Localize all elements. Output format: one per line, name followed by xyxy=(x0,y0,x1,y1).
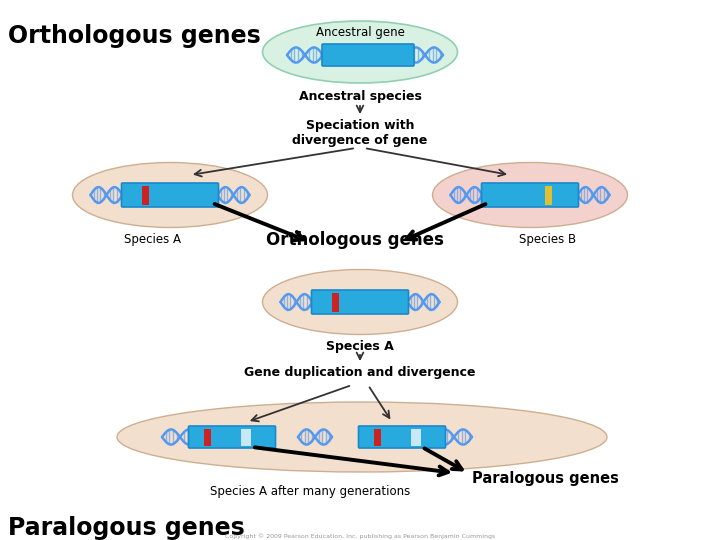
Ellipse shape xyxy=(433,163,628,227)
Text: Paralogous genes: Paralogous genes xyxy=(472,471,619,486)
Ellipse shape xyxy=(117,402,607,472)
Bar xyxy=(142,186,148,205)
Ellipse shape xyxy=(73,163,268,227)
FancyBboxPatch shape xyxy=(482,183,578,207)
FancyBboxPatch shape xyxy=(189,426,276,448)
Bar xyxy=(374,429,380,446)
Bar xyxy=(204,429,210,446)
Text: Copyright © 2009 Pearson Education, Inc. publishing as Pearson Benjamin Cummings: Copyright © 2009 Pearson Education, Inc.… xyxy=(225,533,495,538)
Text: Ancestral species: Ancestral species xyxy=(299,90,421,103)
FancyBboxPatch shape xyxy=(322,44,414,66)
Ellipse shape xyxy=(263,21,457,83)
Bar xyxy=(544,186,552,205)
Text: Species A: Species A xyxy=(326,340,394,353)
Bar xyxy=(241,429,251,446)
FancyBboxPatch shape xyxy=(359,426,446,448)
Text: Species A after many generations: Species A after many generations xyxy=(210,485,410,498)
Text: Orthologous genes: Orthologous genes xyxy=(266,231,444,249)
Bar xyxy=(411,429,421,446)
Text: Gene duplication and divergence: Gene duplication and divergence xyxy=(244,366,476,379)
FancyBboxPatch shape xyxy=(122,183,218,207)
FancyBboxPatch shape xyxy=(312,290,408,314)
Bar xyxy=(331,293,338,312)
Text: Species B: Species B xyxy=(519,233,577,246)
Text: Ancestral gene: Ancestral gene xyxy=(315,26,405,39)
Text: Orthologous genes: Orthologous genes xyxy=(8,24,261,48)
Text: Speciation with
divergence of gene: Speciation with divergence of gene xyxy=(292,119,428,147)
Ellipse shape xyxy=(263,269,457,334)
Text: Paralogous genes: Paralogous genes xyxy=(8,516,245,540)
Text: Species A: Species A xyxy=(124,233,181,246)
